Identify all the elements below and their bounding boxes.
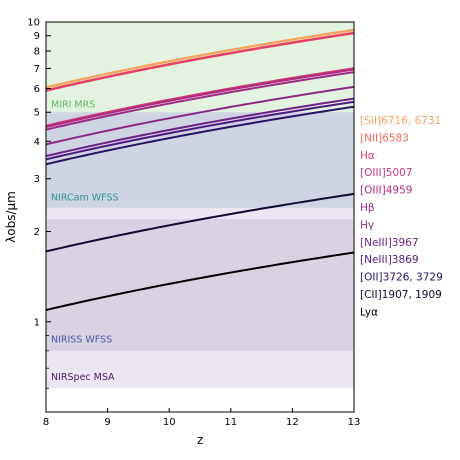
legend-item-h: Hβ — [360, 202, 375, 214]
y-tick-label: 4 — [34, 137, 40, 148]
line-h — [46, 85, 354, 146]
line-cii-1907-1909 — [46, 192, 354, 253]
y-tick-label: 10 — [27, 18, 40, 29]
lines-layer — [46, 28, 354, 311]
x-axis-label: z — [197, 433, 203, 447]
x-tick-label: 10 — [163, 417, 176, 428]
legend-item-oiii-4959: [OIII]4959 — [360, 185, 412, 197]
x-tick-label: 13 — [348, 417, 361, 428]
line-neiii-3869 — [46, 100, 354, 161]
x-tick-label: 11 — [224, 417, 237, 428]
y-tick-label: 3 — [34, 174, 40, 185]
legend-item-nii-6583: [NII]6583 — [360, 132, 409, 144]
line-ly — [46, 251, 354, 311]
line-oiii-4959 — [46, 68, 354, 129]
y-tick-label: 1 — [34, 317, 40, 328]
y-tick-label: 5 — [34, 108, 40, 119]
y-axis-label: λobs/μm — [4, 191, 18, 243]
legend-item-h: Hγ — [360, 219, 374, 231]
line-h — [46, 32, 354, 92]
region-labels-layer: MIRI MRS NIRCam WFSS NIRISS WFSS NIRSpec MS… — [51, 100, 119, 383]
y-tick-label: 7 — [34, 64, 40, 75]
y-tick-label: 8 — [34, 47, 40, 58]
legend-item-h: Hα — [360, 150, 375, 162]
legend: [SII]6716, 6731 [NII]6583 Hα [OIII]5007 [OII… — [360, 115, 443, 318]
x-tick-label: 12 — [286, 417, 299, 428]
line-neiii-3967 — [46, 97, 354, 158]
region-label-miri-mrs: MIRI MRS — [51, 100, 95, 111]
region-label-niriss-wfss: NIRISS WFSS — [51, 334, 112, 345]
line-oii-3726-3729 — [46, 105, 354, 166]
y-tick-label: 2 — [34, 227, 40, 238]
region-niriss-wfss — [46, 219, 354, 351]
line-oiii-5007 — [46, 67, 354, 127]
region-label-nircam-wfss: NIRCam WFSS — [51, 192, 119, 203]
y-tick-label: 9 — [34, 31, 40, 42]
legend-item-neiii-3967: [NeIII]3967 — [360, 237, 419, 249]
x-tick-label: 8 — [43, 417, 49, 428]
legend-item-oiii-5007: [OIII]5007 — [360, 167, 412, 179]
x-tick-label: 9 — [104, 417, 110, 428]
legend-item-neiii-3869: [NeIII]3869 — [360, 254, 419, 266]
line-sii-6716-6731-2 — [46, 28, 354, 89]
plot-frame — [45, 21, 355, 413]
region-label-nirspec-msa: NIRSpec MSA — [51, 372, 115, 383]
y-tick-label: 6 — [34, 84, 40, 95]
legend-item-sii-6716-6731: [SII]6716, 6731 — [360, 115, 441, 127]
legend-item-cii-1907-1909: [CII]1907, 1909 — [360, 289, 442, 301]
legend-item-oii-3726-3729: [OII]3726, 3729 — [360, 272, 443, 284]
legend-item-ly: Lyα — [360, 306, 378, 318]
line-h — [46, 71, 354, 131]
